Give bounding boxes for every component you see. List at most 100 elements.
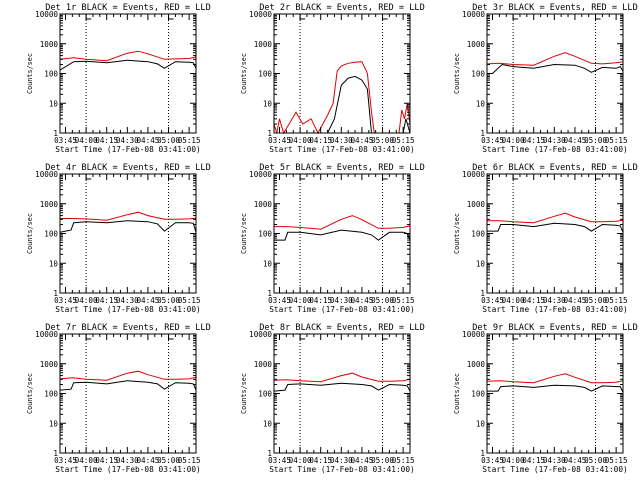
plot-frame xyxy=(486,333,624,454)
time-marker-bracket xyxy=(85,14,92,20)
x-tick-label: 05:15 xyxy=(605,136,628,145)
y-tick-label: 10000 xyxy=(249,330,272,339)
x-tick-label: 04:45 xyxy=(563,136,586,145)
time-marker-bracket xyxy=(512,14,519,20)
panel-title: Det 3r BLACK = Events, RED = LLD xyxy=(472,3,638,13)
lld-series-line xyxy=(60,211,197,221)
time-marker-bracket xyxy=(299,334,306,340)
y-tick-label: 10000 xyxy=(462,330,485,339)
x-tick-label: 04:00 xyxy=(289,136,312,145)
y-tick-label: 10 xyxy=(49,419,59,428)
x-tick-label: 05:15 xyxy=(178,136,201,145)
lld-series-line xyxy=(486,373,624,384)
x-tick-label: 04:15 xyxy=(95,296,118,305)
y-tick-label: 100 xyxy=(471,230,485,239)
y-tick-label: 1000 xyxy=(254,40,273,49)
panel-title: Det 2r BLACK = Events, RED = LLD xyxy=(259,3,425,13)
x-tick-label: 04:45 xyxy=(136,296,159,305)
x-tick-label: 05:15 xyxy=(605,296,628,305)
y-tick-label: 1000 xyxy=(40,360,59,369)
x-tick-label: 04:30 xyxy=(330,136,353,145)
detector-panel-4: Det 4r BLACK = Events, RED = LLD 1 10 100 10… xyxy=(26,163,211,314)
lld-series-line xyxy=(487,212,624,224)
time-marker-bracket xyxy=(85,334,92,340)
x-tick-label: 04:15 xyxy=(309,136,332,145)
x-tick-label: 04:00 xyxy=(289,456,312,465)
events-series-line xyxy=(59,59,197,71)
x-axis-label: Start Time (17-Feb-08 03:41:00) xyxy=(482,305,628,314)
time-marker-bracket xyxy=(512,334,519,340)
detector-panel-7: Det 7r BLACK = Events, RED = LLD 1 10 100 10… xyxy=(26,323,211,474)
x-axis-label: Start Time (17-Feb-08 03:41:00) xyxy=(269,465,415,474)
y-tick-label: 10 xyxy=(263,259,273,268)
y-tick-label: 1 xyxy=(267,449,272,458)
panel-title: Det 8r BLACK = Events, RED = LLD xyxy=(259,323,425,333)
x-tick-label: 04:15 xyxy=(522,296,545,305)
y-tick-label: 1000 xyxy=(467,360,486,369)
lld-series-line xyxy=(273,372,411,383)
x-tick-label: 04:00 xyxy=(502,456,525,465)
detector-panel-9: Det 9r BLACK = Events, RED = LLD 1 10 100 10… xyxy=(453,323,638,474)
x-tick-label: 04:15 xyxy=(522,456,545,465)
events-series-line xyxy=(273,382,411,392)
x-tick-label: 04:45 xyxy=(136,456,159,465)
y-tick-label: 10 xyxy=(476,419,486,428)
x-tick-label: 03:45 xyxy=(54,456,77,465)
y-tick-label: 100 xyxy=(258,230,272,239)
y-tick-label: 1 xyxy=(480,449,485,458)
x-tick-label: 05:00 xyxy=(371,456,394,465)
plot-frame xyxy=(273,333,411,454)
time-marker-bracket xyxy=(382,174,388,180)
y-tick-label: 1 xyxy=(267,129,272,138)
y-tick-label: 10000 xyxy=(462,10,485,19)
x-tick-label: 04:15 xyxy=(95,136,118,145)
y-tick-label: 1000 xyxy=(40,40,59,49)
x-tick-label: 04:30 xyxy=(330,296,353,305)
lld-series-line xyxy=(59,370,197,381)
y-tick-label: 10000 xyxy=(35,330,58,339)
plot-frame xyxy=(59,173,197,294)
y-axis-label: Counts/sec xyxy=(26,373,34,414)
panel-title: Det 7r BLACK = Events, RED = LLD xyxy=(45,323,211,333)
x-tick-label: 04:45 xyxy=(563,456,586,465)
y-tick-label: 1000 xyxy=(467,40,486,49)
y-tick-label: 100 xyxy=(258,390,272,399)
x-tick-label: 04:15 xyxy=(309,296,332,305)
x-tick-label: 04:00 xyxy=(289,296,312,305)
events-series-line xyxy=(59,220,197,233)
y-tick-label: 10 xyxy=(263,419,273,428)
y-tick-label: 10000 xyxy=(35,170,58,179)
x-tick-label: 04:15 xyxy=(95,456,118,465)
x-tick-label: 03:45 xyxy=(54,136,77,145)
x-tick-label: 03:45 xyxy=(481,136,504,145)
y-tick-label: 100 xyxy=(471,70,485,79)
x-tick-label: 05:00 xyxy=(584,296,607,305)
x-tick-label: 04:30 xyxy=(543,136,566,145)
y-tick-label: 1000 xyxy=(254,360,273,369)
time-marker-bracket xyxy=(512,174,519,180)
x-axis-label: Start Time (17-Feb-08 03:41:00) xyxy=(269,145,415,154)
time-marker-bracket xyxy=(299,174,306,180)
time-marker-bracket xyxy=(168,174,174,180)
time-marker-bracket xyxy=(168,14,174,20)
panel-title: Det 6r BLACK = Events, RED = LLD xyxy=(472,163,638,173)
y-tick-label: 10000 xyxy=(35,10,58,19)
y-tick-label: 1 xyxy=(480,289,485,298)
y-tick-label: 10 xyxy=(476,99,486,108)
x-tick-label: 04:00 xyxy=(75,456,98,465)
x-tick-label: 04:30 xyxy=(543,456,566,465)
x-tick-label: 05:15 xyxy=(178,456,201,465)
x-tick-label: 03:45 xyxy=(268,456,291,465)
events-series-line xyxy=(274,75,411,134)
x-axis-label: Start Time (17-Feb-08 03:41:00) xyxy=(55,145,201,154)
detector-panel-6: Det 6r BLACK = Events, RED = LLD 1 10 100 10… xyxy=(453,163,638,314)
panel-title: Det 5r BLACK = Events, RED = LLD xyxy=(259,163,425,173)
y-tick-label: 10000 xyxy=(249,170,272,179)
lld-series-line xyxy=(59,50,197,62)
x-tick-label: 05:00 xyxy=(584,136,607,145)
lld-series-line xyxy=(486,52,624,66)
y-tick-label: 1000 xyxy=(40,200,59,209)
time-marker-bracket xyxy=(299,14,306,20)
lld-series-line xyxy=(274,215,411,230)
